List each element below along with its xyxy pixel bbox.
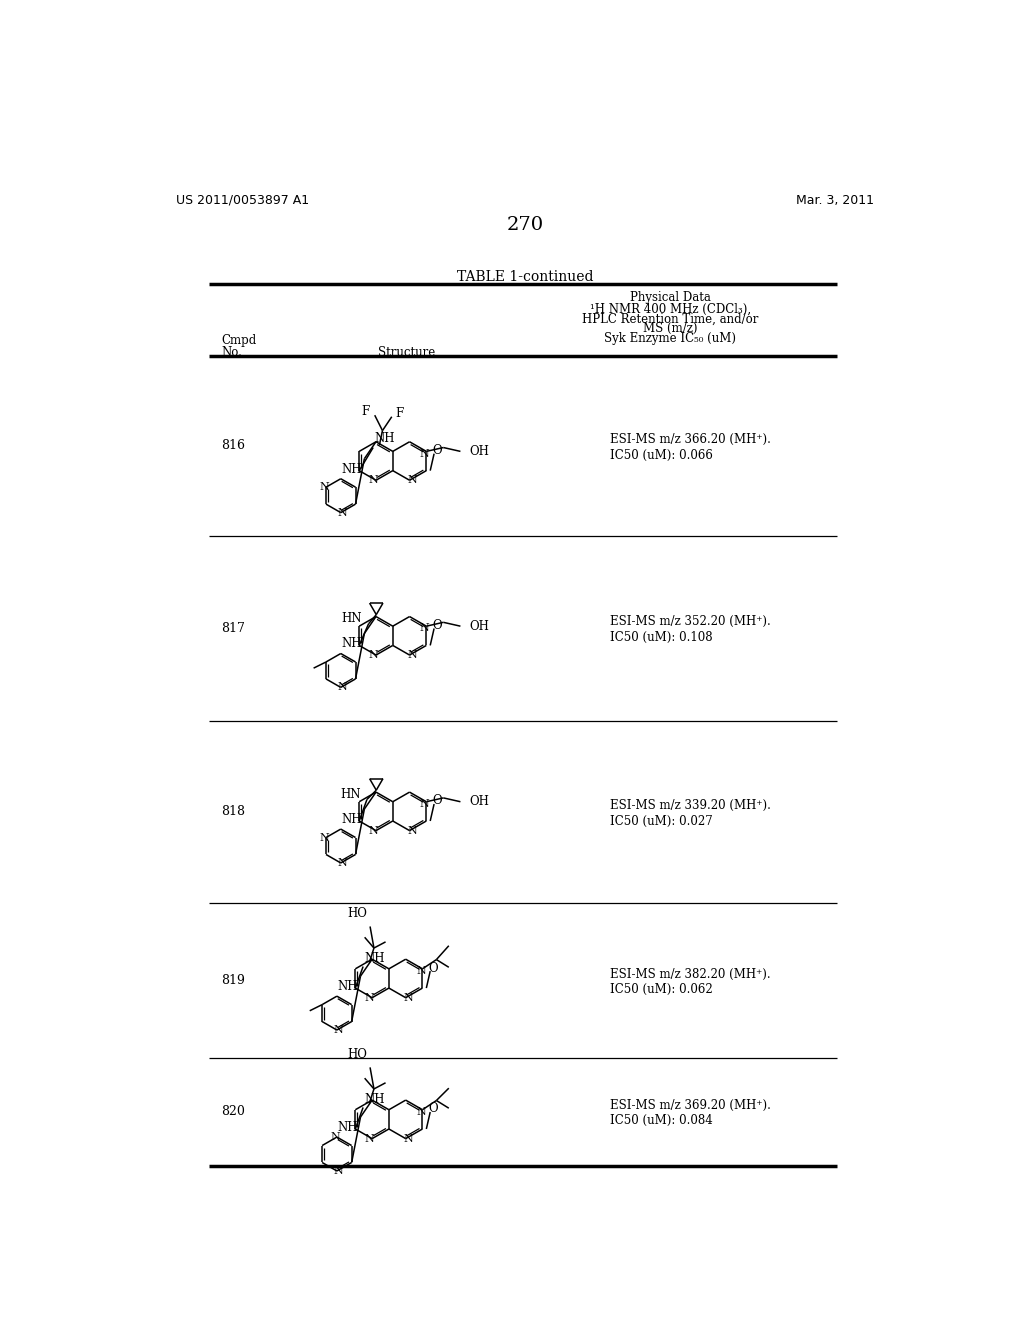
- Text: MS (m/z): MS (m/z): [643, 322, 697, 335]
- Text: NH: NH: [342, 462, 362, 475]
- Text: 820: 820: [221, 1105, 245, 1118]
- Text: US 2011/0053897 A1: US 2011/0053897 A1: [176, 194, 309, 207]
- Text: ¹H NMR 400 MHz (CDCl₃),: ¹H NMR 400 MHz (CDCl₃),: [590, 302, 751, 315]
- Text: F: F: [361, 405, 370, 418]
- Text: N: N: [338, 508, 347, 517]
- Text: N: N: [403, 1134, 413, 1143]
- Text: O: O: [432, 619, 442, 632]
- Text: NH: NH: [338, 1121, 358, 1134]
- Text: NH: NH: [375, 432, 395, 445]
- Text: NH: NH: [338, 979, 358, 993]
- Text: O: O: [432, 795, 442, 808]
- Text: 270: 270: [506, 216, 544, 234]
- Text: 817: 817: [221, 622, 245, 635]
- Text: N: N: [319, 482, 330, 492]
- Text: ESI-MS m/z 339.20 (MH⁺).: ESI-MS m/z 339.20 (MH⁺).: [610, 799, 771, 812]
- Text: HO: HO: [347, 1048, 367, 1061]
- Text: IC50 (uM): 0.066: IC50 (uM): 0.066: [610, 449, 713, 462]
- Text: IC50 (uM): 0.027: IC50 (uM): 0.027: [610, 814, 713, 828]
- Text: ESI-MS m/z 369.20 (MH⁺).: ESI-MS m/z 369.20 (MH⁺).: [610, 1100, 771, 1111]
- Text: N: N: [369, 825, 379, 836]
- Text: NH: NH: [342, 813, 362, 826]
- Text: IC50 (uM): 0.062: IC50 (uM): 0.062: [610, 983, 713, 997]
- Text: N: N: [365, 993, 375, 1003]
- Text: No.: No.: [221, 346, 242, 359]
- Text: HPLC Retention Time, and/or: HPLC Retention Time, and/or: [583, 313, 759, 326]
- Text: 816: 816: [221, 440, 245, 453]
- Text: ESI-MS m/z 352.20 (MH⁺).: ESI-MS m/z 352.20 (MH⁺).: [610, 615, 771, 628]
- Text: N: N: [407, 475, 417, 486]
- Text: Structure: Structure: [379, 346, 435, 359]
- Text: O: O: [428, 961, 438, 974]
- Text: N: N: [369, 475, 379, 486]
- Text: N: N: [338, 682, 347, 693]
- Text: N: N: [334, 1166, 343, 1176]
- Text: N: N: [416, 1107, 426, 1117]
- Text: N: N: [338, 858, 347, 869]
- Text: TABLE 1-continued: TABLE 1-continued: [457, 271, 593, 284]
- Text: N: N: [403, 993, 413, 1003]
- Text: 818: 818: [221, 805, 245, 818]
- Text: N: N: [407, 825, 417, 836]
- Text: 819: 819: [221, 974, 245, 987]
- Text: IC50 (uM): 0.084: IC50 (uM): 0.084: [610, 1114, 713, 1127]
- Text: HN: HN: [340, 788, 360, 801]
- Text: NH: NH: [365, 1093, 385, 1106]
- Text: O: O: [428, 1102, 438, 1115]
- Text: N: N: [420, 449, 430, 458]
- Text: NH: NH: [342, 638, 362, 651]
- Text: HN: HN: [342, 612, 362, 626]
- Text: N: N: [331, 1133, 340, 1142]
- Text: ESI-MS m/z 366.20 (MH⁺).: ESI-MS m/z 366.20 (MH⁺).: [610, 433, 771, 446]
- Text: ESI-MS m/z 382.20 (MH⁺).: ESI-MS m/z 382.20 (MH⁺).: [610, 968, 771, 981]
- Text: NH: NH: [365, 952, 385, 965]
- Text: N: N: [420, 799, 430, 809]
- Text: N: N: [420, 623, 430, 634]
- Text: N: N: [407, 649, 417, 660]
- Text: N: N: [334, 1026, 343, 1035]
- Text: N: N: [319, 833, 330, 842]
- Text: IC50 (uM): 0.108: IC50 (uM): 0.108: [610, 631, 713, 644]
- Text: Physical Data: Physical Data: [630, 290, 711, 304]
- Text: OH: OH: [470, 795, 489, 808]
- Text: N: N: [365, 1134, 375, 1143]
- Text: N: N: [416, 966, 426, 975]
- Text: Cmpd: Cmpd: [221, 334, 256, 347]
- Text: Mar. 3, 2011: Mar. 3, 2011: [796, 194, 873, 207]
- Text: Syk Enzyme IC₅₀ (uM): Syk Enzyme IC₅₀ (uM): [604, 333, 736, 346]
- Text: F: F: [395, 407, 403, 420]
- Text: OH: OH: [470, 445, 489, 458]
- Text: HO: HO: [347, 907, 367, 920]
- Text: N: N: [369, 649, 379, 660]
- Text: OH: OH: [470, 619, 489, 632]
- Text: O: O: [432, 444, 442, 457]
